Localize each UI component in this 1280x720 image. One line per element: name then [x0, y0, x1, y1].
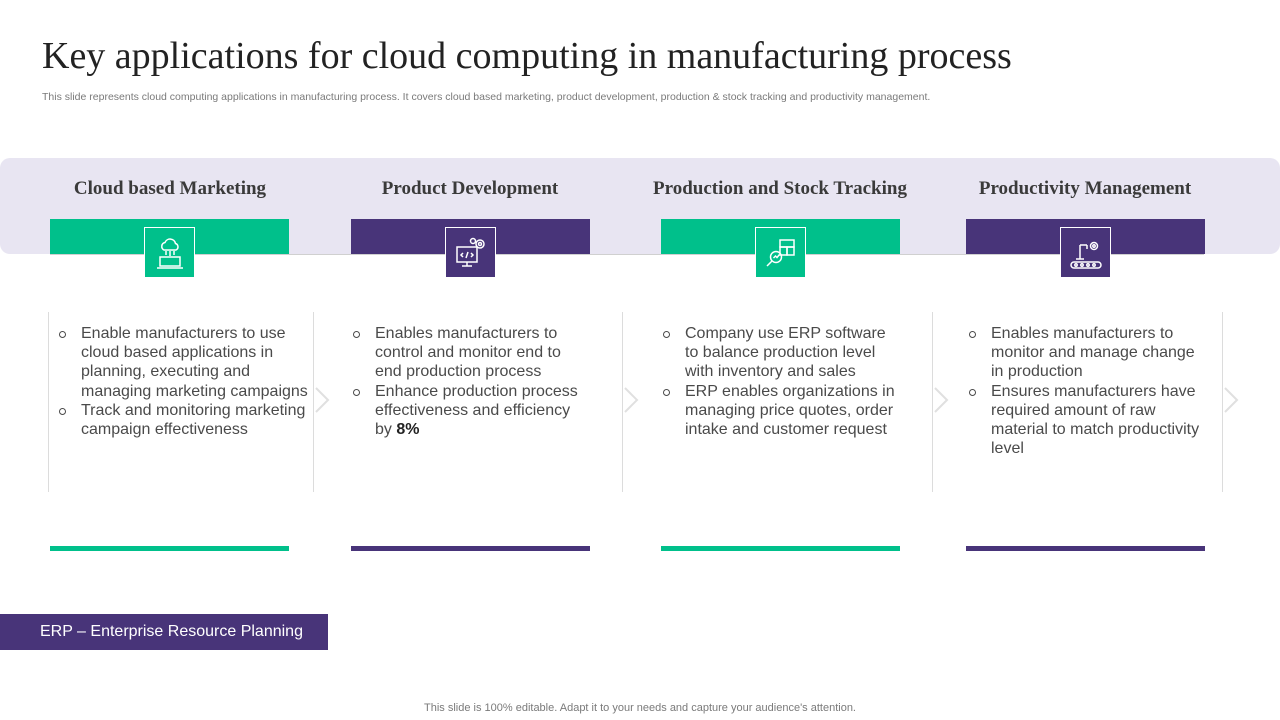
column-underline: [661, 546, 900, 551]
list-item: ERP enables organizations in managing pr…: [661, 382, 901, 440]
list-item: Enhance production process effectiveness…: [351, 382, 591, 440]
erp-definition-box: ERP – Enterprise Resource Planning: [0, 614, 328, 650]
robot-arm-conveyor-icon: [1060, 227, 1111, 278]
bullet-emphasis: 8%: [396, 421, 420, 439]
column-title-marketing: Cloud based Marketing: [73, 178, 267, 199]
column-title-product-development: Product Development: [381, 178, 559, 199]
column-underline: [966, 546, 1205, 551]
list-item: Enable manufacturers to use cloud based …: [57, 324, 309, 401]
monitor-gears-icon: [445, 227, 496, 278]
column-divider: [932, 312, 933, 492]
column-divider: [313, 312, 314, 492]
footer-note: This slide is 100% editable. Adapt it to…: [424, 702, 856, 714]
chevron-right-icon: [315, 387, 330, 413]
column-divider: [48, 312, 49, 492]
magnifier-boxes-icon: [755, 227, 806, 278]
page-title: Key applications for cloud computing in …: [42, 35, 1012, 77]
list-item: Track and monitoring marketing campaign …: [57, 401, 309, 439]
column-divider: [1222, 312, 1223, 492]
bullet-text: Enhance production process effectiveness…: [375, 382, 578, 439]
page-subtitle: This slide represents cloud computing ap…: [42, 91, 931, 103]
bullet-list-marketing: Enable manufacturers to use cloud based …: [57, 324, 309, 439]
column-divider: [622, 312, 623, 492]
column-title-productivity: Productivity Management: [978, 178, 1192, 199]
connector-line: [50, 254, 1204, 255]
column-title-stock-tracking: Production and Stock Tracking: [653, 178, 907, 199]
bullet-list-productivity: Enables manufacturers to monitor and man…: [967, 324, 1207, 458]
chevron-right-icon: [624, 387, 639, 413]
bullet-list-product-development: Enables manufacturers to control and mon…: [351, 324, 591, 439]
list-item: Enables manufacturers to control and mon…: [351, 324, 591, 382]
list-item: Company use ERP software to balance prod…: [661, 324, 901, 382]
column-underline: [50, 546, 289, 551]
list-item: Ensures manufacturers have required amou…: [967, 382, 1207, 459]
chevron-right-icon: [1224, 387, 1239, 413]
list-item: Enables manufacturers to monitor and man…: [967, 324, 1207, 382]
chevron-right-icon: [934, 387, 949, 413]
cloud-laptop-icon: [144, 227, 195, 278]
bullet-list-stock-tracking: Company use ERP software to balance prod…: [661, 324, 901, 439]
column-underline: [351, 546, 590, 551]
